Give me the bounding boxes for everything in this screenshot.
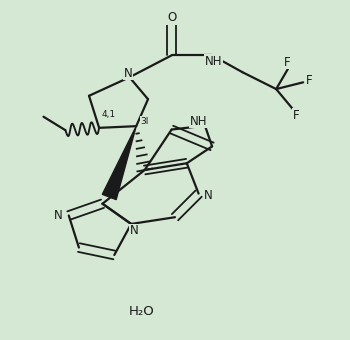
Text: N: N [130,224,138,237]
Text: H₂O: H₂O [128,305,154,318]
Text: 3l: 3l [140,117,149,125]
Polygon shape [102,126,136,200]
Text: N: N [124,67,132,80]
Text: F: F [306,74,313,87]
Text: F: F [293,109,300,122]
Text: O: O [167,11,176,24]
Text: NH: NH [205,55,223,68]
Text: 4,1: 4,1 [102,110,116,119]
Text: NH: NH [190,115,207,128]
Text: F: F [284,55,290,69]
Text: N: N [204,189,213,202]
Text: N: N [54,209,63,222]
